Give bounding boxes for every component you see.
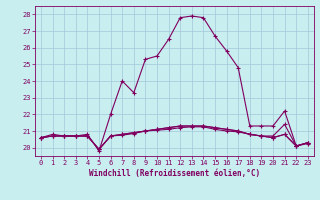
X-axis label: Windchill (Refroidissement éolien,°C): Windchill (Refroidissement éolien,°C) bbox=[89, 169, 260, 178]
